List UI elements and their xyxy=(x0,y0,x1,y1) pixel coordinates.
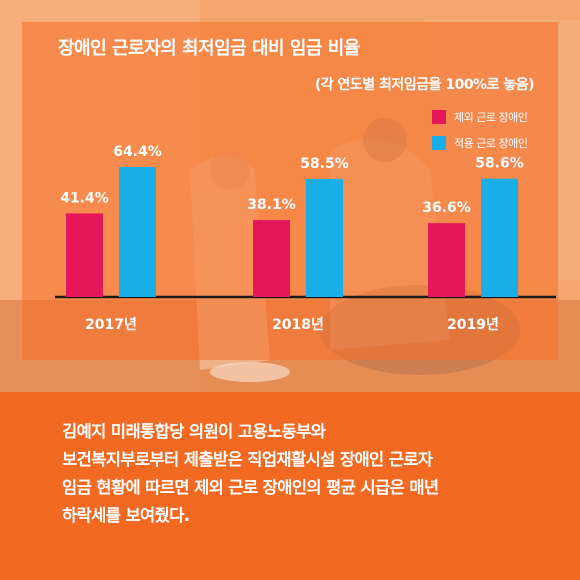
chart-legend: 제외 근로 장애인 적용 근로 장애인 xyxy=(432,106,528,158)
bar-excluded-2018년 xyxy=(253,220,290,297)
chart-panel xyxy=(22,22,558,360)
bar-applied-2019년 xyxy=(481,178,518,297)
data-label: 36.6% xyxy=(422,200,471,216)
data-label: 38.1% xyxy=(247,197,296,213)
legend-swatch-applied xyxy=(432,136,446,150)
bar-excluded-2017년 xyxy=(66,213,103,297)
legend-label-applied: 적용 근로 장애인 xyxy=(454,137,528,150)
article-line: 임금 현황에 따르면 제외 근로 장애인의 평균 시급은 매년 xyxy=(62,478,439,497)
x-tick-label: 2018년 xyxy=(272,317,324,333)
legend-label-excluded: 제외 근로 장애인 xyxy=(454,111,528,124)
article-panel xyxy=(0,392,580,580)
data-label: 41.4% xyxy=(60,190,109,206)
bar-applied-2017년 xyxy=(119,167,156,297)
article-text: 김예지 미래통합당 의원이 고용노동부와 보건복지부로부터 제출받은 직업재활시… xyxy=(62,418,532,530)
x-tick-label: 2017년 xyxy=(85,317,137,333)
legend-swatch-excluded xyxy=(432,110,446,124)
x-tick-label: 2019년 xyxy=(447,317,499,333)
data-label: 58.5% xyxy=(300,156,349,172)
bar-applied-2018년 xyxy=(306,178,343,297)
chart-subtitle: (각 연도별 최저임금을 100%로 놓음) xyxy=(314,77,535,93)
chart-title: 장애인 근로자의 최저임금 대비 임금 비율 xyxy=(58,38,360,59)
data-label: 64.4% xyxy=(113,144,162,160)
legend-item-excluded: 제외 근로 장애인 xyxy=(432,106,528,128)
data-label: 58.6% xyxy=(475,156,524,172)
article-line: 김예지 미래통합당 의원이 고용노동부와 xyxy=(62,422,326,441)
bar-excluded-2019년 xyxy=(428,223,465,297)
legend-item-applied: 적용 근로 장애인 xyxy=(432,132,528,154)
article-line: 하락세를 보여줬다. xyxy=(62,506,190,525)
article-line: 보건복지부로부터 제출받은 직업재활시설 장애인 근로자 xyxy=(62,450,433,469)
bar-chart: 41.4% 64.4% 2017년 38.1% 58.5% 2018년 36.6% 58.6%… xyxy=(55,144,556,333)
